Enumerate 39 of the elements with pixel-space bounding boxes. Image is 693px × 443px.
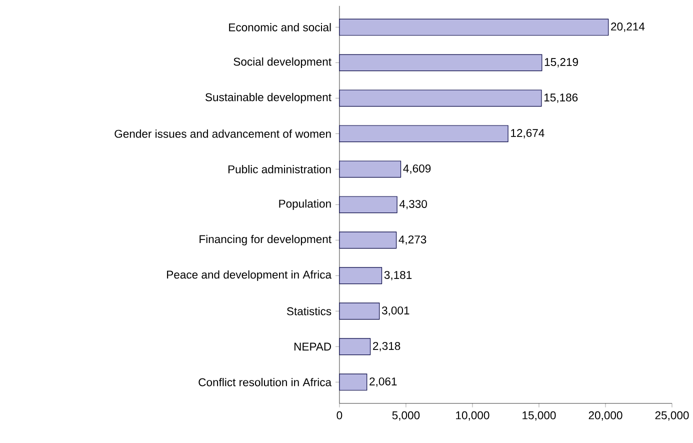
y-tick-label: Gender issues and advancement of women [114,130,331,138]
data-label: 20,214 [611,22,645,32]
y-tick-label: Sustainable development [205,93,332,104]
data-label: 15,219 [544,58,578,68]
bar [339,18,609,36]
data-label: 2,318 [373,342,400,352]
x-tick-label: 10,000 [456,411,490,421]
y-tick-label: Conflict resolution in Africa [198,378,332,386]
bar [339,302,380,320]
data-label: 2,061 [370,378,397,387]
x-tick-label: 5,000 [392,411,420,421]
data-label: 12,674 [511,129,544,138]
bar [339,374,368,391]
data-label: 3,001 [382,306,410,316]
y-tick-label: Social development [234,58,332,68]
bar [339,338,371,356]
bar [339,196,398,214]
bar [339,125,508,142]
x-tick-label: 0 [336,411,342,420]
bar [339,267,382,284]
data-label: 4,609 [403,164,431,174]
bar [339,232,397,249]
bar [339,160,402,178]
data-label: 3,181 [384,271,412,280]
y-tick-label: Population [279,200,331,210]
x-tick-label: 15,000 [522,411,556,421]
data-label: 4,330 [399,200,427,210]
bar [339,90,542,107]
y-tick-label: Financing for development [200,235,332,246]
data-label: 15,186 [544,94,578,103]
x-tick-label: 25,000 [655,411,689,421]
y-tick-label: Statistics [286,307,332,316]
y-tick-label: Peace and development in Africa [167,270,332,282]
y-tick-label: Public administration [228,165,331,174]
y-tick-label: Economic and social [229,23,331,32]
data-label: 4,273 [398,236,426,245]
y-tick-label: NEPAD [294,342,332,351]
x-tick-label: 20,000 [588,411,622,421]
bar [339,54,542,72]
